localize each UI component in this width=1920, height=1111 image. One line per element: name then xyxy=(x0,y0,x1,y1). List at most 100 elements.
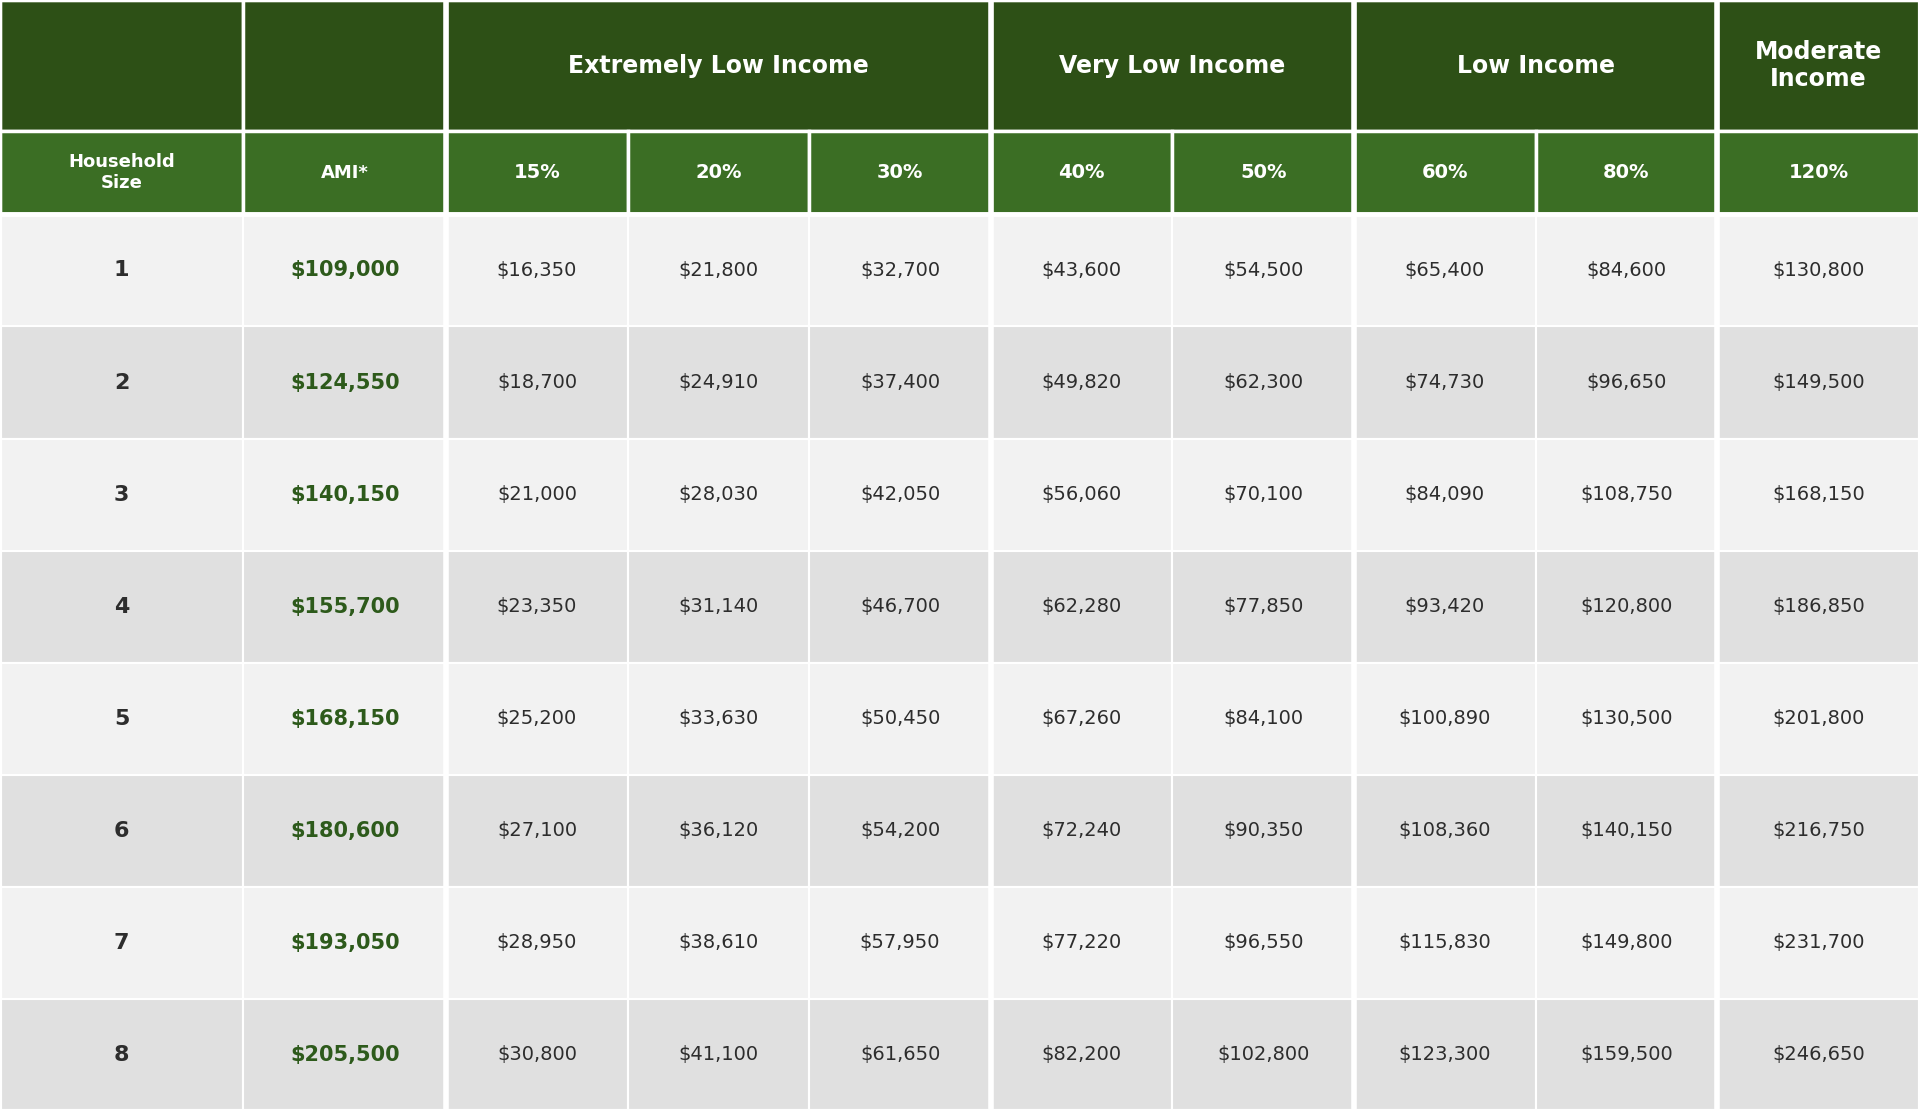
Bar xyxy=(0,439,244,551)
Bar xyxy=(1173,551,1354,663)
Text: 2: 2 xyxy=(113,372,129,392)
Bar xyxy=(810,439,991,551)
Text: 15%: 15% xyxy=(515,163,561,182)
Text: $50,450: $50,450 xyxy=(860,709,941,728)
Bar xyxy=(244,439,445,551)
Text: 20%: 20% xyxy=(695,163,741,182)
Text: $36,120: $36,120 xyxy=(678,821,758,840)
Text: $72,240: $72,240 xyxy=(1041,821,1121,840)
Text: $84,100: $84,100 xyxy=(1223,709,1304,728)
Text: $231,700: $231,700 xyxy=(1772,933,1864,952)
Bar xyxy=(244,131,445,214)
Text: $57,950: $57,950 xyxy=(860,933,941,952)
Text: $93,420: $93,420 xyxy=(1405,598,1484,617)
Bar xyxy=(628,439,810,551)
Bar xyxy=(1354,327,1536,439)
Bar xyxy=(0,887,244,999)
Text: $140,150: $140,150 xyxy=(1580,821,1672,840)
Text: 7: 7 xyxy=(113,933,129,953)
Text: $193,050: $193,050 xyxy=(290,933,399,953)
Bar xyxy=(0,999,244,1111)
Bar xyxy=(1536,774,1716,887)
Text: $108,360: $108,360 xyxy=(1398,821,1492,840)
Text: $115,830: $115,830 xyxy=(1398,933,1492,952)
Bar xyxy=(810,774,991,887)
Bar xyxy=(628,327,810,439)
Bar xyxy=(628,214,810,327)
Bar xyxy=(1716,774,1920,887)
Text: $96,550: $96,550 xyxy=(1223,933,1304,952)
Text: $180,600: $180,600 xyxy=(290,821,399,841)
Text: $28,950: $28,950 xyxy=(497,933,578,952)
Bar xyxy=(1173,327,1354,439)
Bar xyxy=(1354,887,1536,999)
Bar xyxy=(628,774,810,887)
Bar xyxy=(1354,439,1536,551)
Text: Extremely Low Income: Extremely Low Income xyxy=(568,53,870,78)
Bar xyxy=(445,327,628,439)
Bar xyxy=(1716,131,1920,214)
Bar xyxy=(810,663,991,774)
Bar xyxy=(1354,663,1536,774)
Text: $90,350: $90,350 xyxy=(1223,821,1304,840)
Bar xyxy=(810,999,991,1111)
Bar xyxy=(991,439,1173,551)
Text: $32,700: $32,700 xyxy=(860,261,941,280)
Bar xyxy=(991,0,1354,131)
Text: $33,630: $33,630 xyxy=(678,709,758,728)
Bar xyxy=(0,131,244,214)
Bar xyxy=(0,774,244,887)
Bar xyxy=(991,774,1173,887)
Text: $130,800: $130,800 xyxy=(1772,261,1864,280)
Bar xyxy=(0,551,244,663)
Text: $84,090: $84,090 xyxy=(1405,486,1484,504)
Text: 6: 6 xyxy=(113,821,129,841)
Text: 120%: 120% xyxy=(1789,163,1849,182)
Text: $155,700: $155,700 xyxy=(290,597,399,617)
Text: $108,750: $108,750 xyxy=(1580,486,1672,504)
Bar xyxy=(244,214,445,327)
Text: $56,060: $56,060 xyxy=(1041,486,1121,504)
Bar xyxy=(1354,999,1536,1111)
Text: $96,650: $96,650 xyxy=(1586,373,1667,392)
Text: 5: 5 xyxy=(113,709,129,729)
Bar xyxy=(445,663,628,774)
Text: 1: 1 xyxy=(113,260,129,280)
Bar xyxy=(445,999,628,1111)
Bar xyxy=(1536,439,1716,551)
Bar xyxy=(1536,999,1716,1111)
Text: $23,350: $23,350 xyxy=(497,598,578,617)
Bar xyxy=(445,551,628,663)
Bar xyxy=(810,887,991,999)
Text: $168,150: $168,150 xyxy=(1772,486,1864,504)
Bar xyxy=(628,887,810,999)
Bar xyxy=(1354,551,1536,663)
Bar xyxy=(244,327,445,439)
Bar xyxy=(244,663,445,774)
Text: $46,700: $46,700 xyxy=(860,598,941,617)
Text: $186,850: $186,850 xyxy=(1772,598,1864,617)
Text: $201,800: $201,800 xyxy=(1772,709,1864,728)
Bar xyxy=(991,887,1173,999)
Text: AMI*: AMI* xyxy=(321,163,369,182)
Text: $18,700: $18,700 xyxy=(497,373,578,392)
Bar xyxy=(445,0,991,131)
Text: $37,400: $37,400 xyxy=(860,373,941,392)
Bar xyxy=(1716,887,1920,999)
Bar xyxy=(1716,327,1920,439)
Bar xyxy=(445,439,628,551)
Text: 80%: 80% xyxy=(1603,163,1649,182)
Bar xyxy=(1536,131,1716,214)
Bar xyxy=(244,774,445,887)
Bar xyxy=(810,327,991,439)
Bar xyxy=(1536,551,1716,663)
Text: Low Income: Low Income xyxy=(1457,53,1615,78)
Text: $38,610: $38,610 xyxy=(678,933,758,952)
Bar xyxy=(1354,774,1536,887)
Bar xyxy=(810,551,991,663)
Text: $54,200: $54,200 xyxy=(860,821,941,840)
Text: 8: 8 xyxy=(113,1045,129,1065)
Bar xyxy=(0,327,244,439)
Text: $120,800: $120,800 xyxy=(1580,598,1672,617)
Text: 50%: 50% xyxy=(1240,163,1286,182)
